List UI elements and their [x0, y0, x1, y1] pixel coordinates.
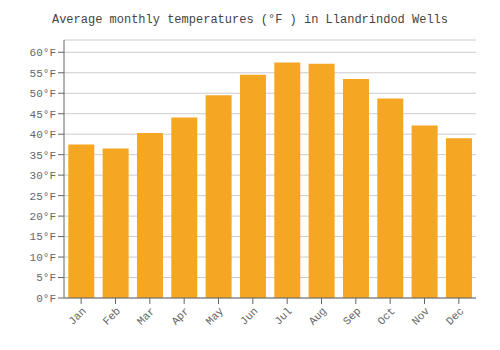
svg-text:Aug: Aug	[307, 305, 329, 327]
svg-text:20°F: 20°F	[30, 211, 56, 223]
svg-text:5°F: 5°F	[36, 272, 56, 284]
svg-text:Apr: Apr	[169, 305, 191, 327]
svg-text:40°F: 40°F	[30, 129, 56, 141]
svg-text:30°F: 30°F	[30, 170, 56, 182]
svg-text:35°F: 35°F	[30, 150, 56, 162]
svg-text:Jan: Jan	[66, 305, 88, 327]
svg-text:55°F: 55°F	[30, 68, 56, 80]
svg-text:60°F: 60°F	[30, 47, 56, 59]
svg-text:10°F: 10°F	[30, 252, 56, 264]
svg-text:May: May	[204, 305, 227, 328]
svg-text:Jul: Jul	[272, 305, 294, 327]
svg-text:0°F: 0°F	[36, 293, 56, 305]
svg-text:Sep: Sep	[341, 305, 363, 327]
svg-text:15°F: 15°F	[30, 231, 56, 243]
svg-text:Oct: Oct	[375, 305, 397, 327]
html-text:Average monthly temperatures (: Average monthly temperatures (°F ) in Ll…	[52, 13, 448, 27]
svg-text:50°F: 50°F	[30, 88, 56, 100]
svg-text:Feb: Feb	[101, 305, 123, 327]
svg-text:Mar: Mar	[135, 305, 157, 327]
svg-text:45°F: 45°F	[30, 109, 56, 121]
svg-text:Nov: Nov	[410, 305, 433, 328]
svg-text:25°F: 25°F	[30, 191, 56, 203]
svg-text:Jun: Jun	[238, 305, 260, 327]
svg-text:Dec: Dec	[444, 305, 466, 327]
